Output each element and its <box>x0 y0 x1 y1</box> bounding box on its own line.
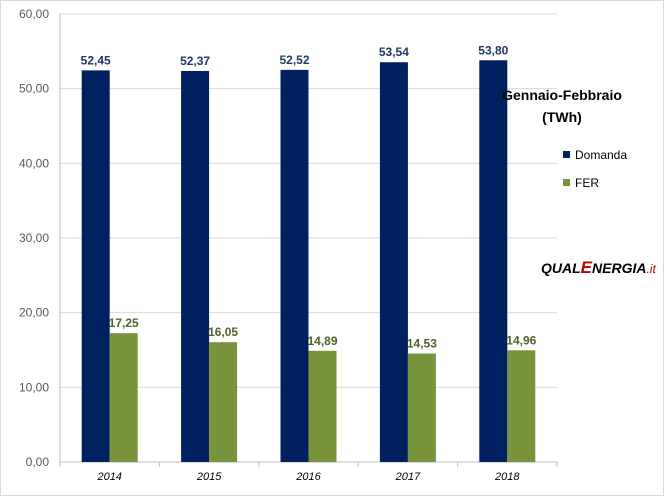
qualenergia-logo: QUALENERGIA.it <box>541 258 656 278</box>
legend-swatch-domanda <box>563 151 570 158</box>
x-tick-label: 2015 <box>196 471 222 483</box>
bar-fer-2016 <box>308 350 337 462</box>
bar-fer-2014 <box>109 333 138 462</box>
data-label-fer: 14,96 <box>506 333 536 347</box>
y-tick-label: 60,00 <box>19 7 49 21</box>
legend-title: Gennaio-Febbraio <box>502 87 622 103</box>
data-label-domanda: 52,52 <box>279 53 309 67</box>
bar-fer-2017 <box>407 353 436 462</box>
bar-domanda-2015 <box>181 70 210 462</box>
bar-fer-2015 <box>209 342 238 462</box>
data-label-domanda: 53,54 <box>379 45 409 59</box>
legend-subtitle: (TWh) <box>542 109 582 125</box>
data-label-fer: 14,89 <box>307 334 337 348</box>
y-tick-label: 0,00 <box>26 455 50 469</box>
x-tick-label: 2017 <box>395 471 421 483</box>
y-tick-label: 10,00 <box>19 380 49 394</box>
bar-domanda-2018 <box>479 60 508 462</box>
y-tick-label: 50,00 <box>19 82 49 96</box>
data-label-fer: 16,05 <box>208 325 238 339</box>
x-tick-label: 2014 <box>96 471 121 483</box>
data-label-domanda: 52,45 <box>81 53 111 67</box>
x-tick-label: 2016 <box>295 471 321 483</box>
legend-swatch-fer <box>563 179 570 186</box>
data-label-domanda: 52,37 <box>180 54 210 68</box>
data-label-fer: 14,53 <box>407 337 437 351</box>
data-label-domanda: 53,80 <box>478 43 508 57</box>
legend-label-domanda: Domanda <box>575 148 627 162</box>
logo-part-qual: QUAL <box>541 260 581 276</box>
y-tick-label: 30,00 <box>19 231 49 245</box>
bar-fer-2018 <box>507 350 536 462</box>
legend-label-fer: FER <box>575 176 599 190</box>
y-tick-label: 40,00 <box>19 156 49 170</box>
bar-domanda-2016 <box>280 69 309 462</box>
x-tick-label: 2018 <box>494 471 520 483</box>
y-tick-label: 20,00 <box>19 306 49 320</box>
logo-part-nergia: NERGIA <box>592 260 647 276</box>
data-label-fer: 17,25 <box>109 316 139 330</box>
logo-part-it: .it <box>646 262 656 276</box>
logo-part-e: E <box>580 258 593 277</box>
bar-domanda-2017 <box>379 62 408 462</box>
bar-domanda-2014 <box>81 70 110 462</box>
